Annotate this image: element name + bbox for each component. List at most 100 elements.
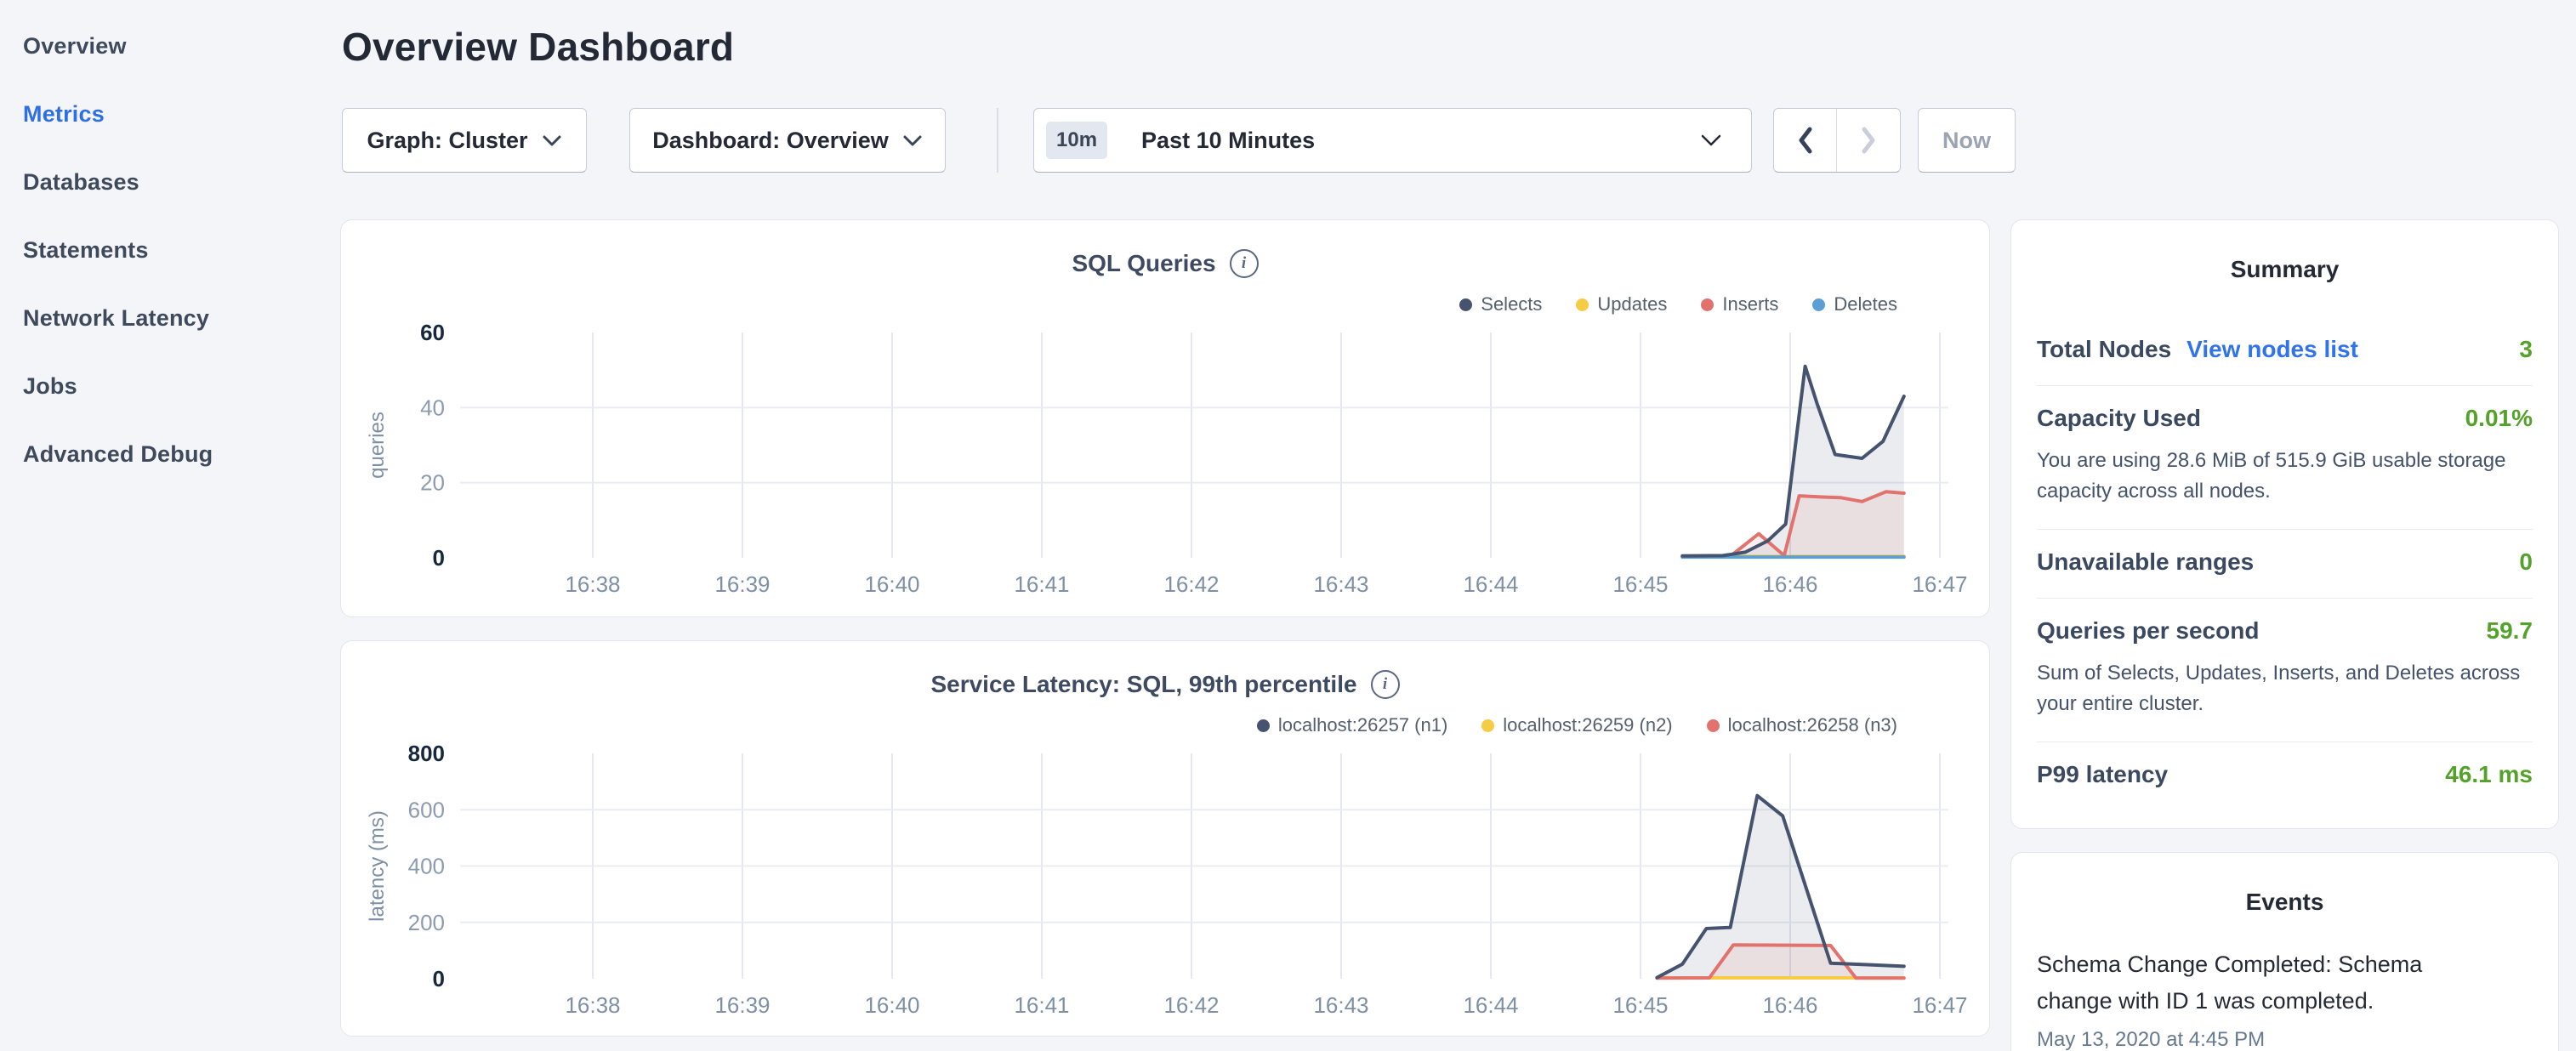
legend-item: Inserts	[1701, 293, 1778, 315]
legend-item: Updates	[1576, 293, 1667, 315]
now-button-label: Now	[1942, 127, 1991, 153]
svg-text:16:43: 16:43	[1313, 571, 1368, 597]
summary-panel: Summary Total Nodes View nodes list 3 Capac…	[2010, 219, 2559, 829]
event-item[interactable]: Schema Change Completed: Schema change w…	[2037, 946, 2533, 1051]
svg-text:600: 600	[408, 797, 445, 822]
service-latency-chart-title: Service Latency: SQL, 99th percentile	[930, 671, 1357, 697]
view-nodes-list-link[interactable]: View nodes list	[2186, 336, 2358, 362]
legend-item: Selects	[1459, 293, 1542, 315]
legend-swatch	[1706, 719, 1720, 732]
sidebar-item-network-latency[interactable]: Network Latency	[23, 304, 210, 331]
events-panel: Events Schema Change Completed: Schema c…	[2010, 852, 2559, 1051]
legend-label: localhost:26259 (n2)	[1503, 714, 1673, 736]
svg-text:800: 800	[408, 741, 445, 766]
info-icon[interactable]: i	[1370, 670, 1400, 699]
summary-row-subtext: Sum of Selects, Updates, Inserts, and De…	[2037, 662, 2521, 715]
chevron-down-icon	[903, 135, 922, 145]
summary-panel-title: Summary	[2230, 256, 2340, 282]
svg-text:queries: queries	[366, 412, 389, 479]
svg-text:16:44: 16:44	[1463, 571, 1518, 597]
svg-text:16:45: 16:45	[1612, 992, 1668, 1018]
dashboard-dropdown-label: Dashboard: Overview	[652, 127, 889, 153]
summary-row-label: P99 latency	[2037, 761, 2169, 787]
svg-text:16:47: 16:47	[1912, 571, 1967, 597]
svg-text:16:43: 16:43	[1313, 992, 1368, 1018]
legend-item: localhost:26259 (n2)	[1481, 714, 1673, 736]
summary-row: Total Nodes View nodes list 3	[2037, 317, 2533, 386]
summary-row-value: 59.7	[2486, 617, 2533, 644]
legend-item: localhost:26258 (n3)	[1706, 714, 1897, 736]
summary-row-label: Total Nodes	[2037, 336, 2172, 362]
summary-row-value: 46.1 ms	[2445, 761, 2533, 787]
svg-text:latency (ms): latency (ms)	[366, 810, 389, 922]
legend-swatch	[1812, 298, 1826, 311]
time-range-selector[interactable]: 10m Past 10 Minutes	[1033, 108, 1752, 173]
svg-text:16:47: 16:47	[1912, 992, 1967, 1018]
summary-row-label: Unavailable ranges	[2037, 548, 2255, 575]
legend-swatch	[1576, 298, 1589, 311]
sql-queries-chart-title: SQL Queries	[1072, 250, 1216, 276]
legend-label: Deletes	[1834, 293, 1897, 315]
sidebar-item-jobs[interactable]: Jobs	[23, 372, 77, 399]
graph-dropdown[interactable]: Graph: Cluster	[342, 108, 587, 173]
time-range-badge: 10m	[1046, 122, 1108, 159]
prev-time-button[interactable]	[1774, 109, 1837, 172]
chevron-down-icon	[1701, 134, 1721, 146]
event-message: Schema Change Completed: Schema change w…	[2037, 952, 2423, 1014]
legend-label: Selects	[1481, 293, 1543, 315]
summary-row-value: 3	[2519, 336, 2533, 362]
event-timestamp: May 13, 2020 at 4:45 PM	[2037, 1028, 2266, 1051]
sql-queries-chart-legend: Selects Updates Inserts Deletes	[1459, 293, 1897, 315]
legend-item: Deletes	[1812, 293, 1897, 315]
svg-text:16:38: 16:38	[565, 571, 620, 597]
svg-text:16:38: 16:38	[565, 992, 620, 1018]
svg-text:0: 0	[433, 545, 445, 571]
svg-text:16:41: 16:41	[1014, 571, 1069, 597]
sql-queries-chart-card: SQL Queries i Selects Updates Inserts Deletes…	[340, 219, 1990, 617]
svg-text:16:39: 16:39	[714, 992, 770, 1018]
svg-text:16:46: 16:46	[1762, 571, 1817, 597]
sidebar-item-statements[interactable]: Statements	[23, 236, 149, 263]
next-time-button[interactable]	[1837, 109, 1900, 172]
dashboard-dropdown[interactable]: Dashboard: Overview	[629, 108, 946, 173]
svg-text:16:44: 16:44	[1463, 992, 1518, 1018]
legend-swatch	[1701, 298, 1714, 311]
svg-text:0: 0	[433, 966, 445, 991]
events-list: Schema Change Completed: Schema change w…	[2011, 916, 2558, 1051]
now-button[interactable]: Now	[1918, 108, 2016, 173]
sidebar-item-advanced-debug[interactable]: Advanced Debug	[23, 440, 213, 467]
page-title: Overview Dashboard	[342, 25, 735, 69]
summary-row-value: 0.01%	[2465, 405, 2533, 431]
summary-row-value: 0	[2519, 548, 2533, 575]
sidebar-item-overview[interactable]: Overview	[23, 32, 127, 59]
svg-text:16:42: 16:42	[1163, 571, 1219, 597]
chevron-down-icon	[543, 135, 561, 145]
info-icon[interactable]: i	[1229, 249, 1259, 278]
summary-row: Unavailable ranges 0	[2037, 530, 2533, 599]
svg-text:16:39: 16:39	[714, 571, 770, 597]
chevron-right-icon	[1862, 127, 1875, 154]
legend-swatch	[1459, 298, 1473, 311]
service-latency-chart-card: Service Latency: SQL, 99th percentile i lo…	[340, 640, 1990, 1037]
events-panel-title: Events	[2245, 889, 2324, 915]
sidebar: Overview Metrics Databases Statements Networ…	[0, 0, 310, 1051]
graph-dropdown-label: Graph: Cluster	[367, 127, 528, 153]
chevron-left-icon	[1799, 127, 1811, 154]
summary-rows: Total Nodes View nodes list 3 Capacity Used…	[2011, 283, 2558, 810]
svg-text:400: 400	[408, 854, 445, 879]
sql-queries-chart-plot[interactable]: 16:38 16:39 16:40 16:41 16:42 16:43 16:44 16:45…	[341, 220, 1991, 618]
sidebar-item-metrics[interactable]: Metrics	[23, 100, 105, 127]
legend-label: Updates	[1597, 293, 1668, 315]
svg-text:200: 200	[408, 910, 445, 935]
legend-label: Inserts	[1722, 293, 1779, 315]
summary-row: Queries per second 59.7 Sum of Selects, Up…	[2037, 599, 2533, 742]
svg-text:40: 40	[420, 395, 445, 420]
summary-row-label: Capacity Used	[2037, 405, 2201, 431]
toolbar-divider	[997, 108, 998, 173]
legend-label: localhost:26257 (n1)	[1277, 714, 1448, 736]
sidebar-item-databases[interactable]: Databases	[23, 168, 139, 195]
service-latency-chart-plot[interactable]: 16:38 16:39 16:40 16:41 16:42 16:43 16:44 16:45…	[341, 641, 1991, 1039]
summary-row: Capacity Used 0.01% You are using 28.6 MiB…	[2037, 386, 2533, 530]
summary-row: P99 latency 46.1 ms	[2037, 742, 2533, 810]
svg-text:16:40: 16:40	[864, 571, 919, 597]
